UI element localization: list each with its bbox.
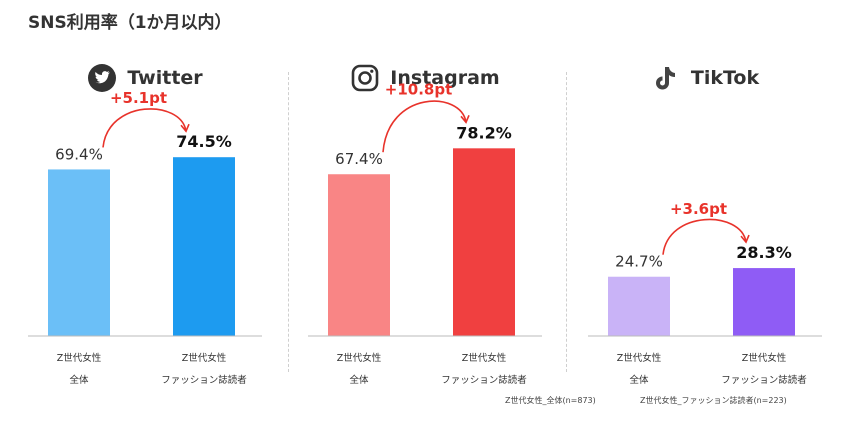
footnote-fashion: Z世代女性_ファッション誌読者(n=223)	[640, 396, 787, 405]
instagram-header: Instagram	[300, 58, 550, 98]
twitter-category-label-2: Z世代女性ファッション誌読者	[161, 352, 247, 386]
tiktok-diff-arrow	[662, 218, 747, 255]
divider-2	[566, 72, 567, 372]
chart-title: SNS利用率（1か月以内）	[28, 13, 232, 33]
instagram-value-label-2: 78.2%	[456, 123, 512, 142]
instagram-camera-icon	[350, 63, 380, 93]
twitter-header: Twitter	[20, 58, 270, 98]
twitter-bar-2	[173, 157, 235, 336]
twitter-diff-arrowhead	[180, 123, 190, 133]
twitter-diff-arrow	[102, 108, 187, 148]
instagram-category-label-2: Z世代女性ファッション誌読者	[441, 352, 527, 386]
tiktok-bar-chart: 24.7% Z世代女性全体 28.3% Z世代女性ファッション誌読者 +3.6pt	[588, 200, 822, 386]
instagram-category-label-1: Z世代女性全体	[337, 352, 382, 386]
tiktok-label: TikTok	[690, 67, 760, 89]
footnote-total: Z世代女性_全体(n=873)	[505, 396, 596, 405]
divider-1	[288, 72, 289, 372]
tiktok-category-label-2: Z世代女性ファッション誌読者	[721, 352, 807, 386]
twitter-value-label-1: 69.4%	[55, 145, 103, 163]
tiktok-value-label-2: 28.3%	[736, 243, 792, 262]
tiktok-value-label-1: 24.7%	[615, 253, 663, 271]
twitter-bar-1	[48, 169, 110, 336]
twitter-category-label-1: Z世代女性全体	[57, 352, 102, 386]
instagram-bar-chart: 67.4% Z世代女性全体 78.2% Z世代女性ファッション誌読者 +10.8pt	[308, 80, 542, 386]
instagram-panel: Instagram 67.4% Z世代女性全体 78.2% Z世代女性ファッション誌読…	[300, 58, 550, 398]
instagram-diff-arrowhead	[460, 115, 470, 124]
instagram-label: Instagram	[390, 67, 500, 89]
tiktok-diff-arrowhead	[740, 234, 750, 244]
tiktok-category-label-1: Z世代女性全体	[617, 352, 662, 386]
twitter-value-label-2: 74.5%	[176, 132, 232, 151]
tiktok-diff-label: +3.6pt	[670, 200, 727, 218]
instagram-bar-2	[453, 148, 515, 336]
instagram-value-label-1: 67.4%	[335, 150, 383, 168]
twitter-diff-label: +5.1pt	[110, 89, 167, 107]
tiktok-header: TikTok	[580, 58, 830, 98]
twitter-label: Twitter	[127, 67, 203, 89]
tiktok-panel: TikTok 24.7% Z世代女性全体 28.3% Z世代女性ファッション誌読者 +3…	[580, 58, 830, 398]
instagram-diff-arrow	[382, 100, 467, 153]
instagram-diff-label: +10.8pt	[385, 80, 453, 98]
tiktok-bar-1	[608, 276, 670, 336]
tiktok-note-icon	[651, 63, 681, 93]
tiktok-bar-2	[733, 268, 795, 336]
twitter-bird-icon	[87, 63, 117, 93]
instagram-bar-1	[328, 174, 390, 336]
twitter-bar-chart: 69.4% Z世代女性全体 74.5% Z世代女性ファッション誌読者 +5.1pt	[28, 89, 262, 386]
twitter-panel: Twitter 69.4% Z世代女性全体 74.5% Z世代女性ファッション誌読者 +…	[20, 58, 270, 398]
